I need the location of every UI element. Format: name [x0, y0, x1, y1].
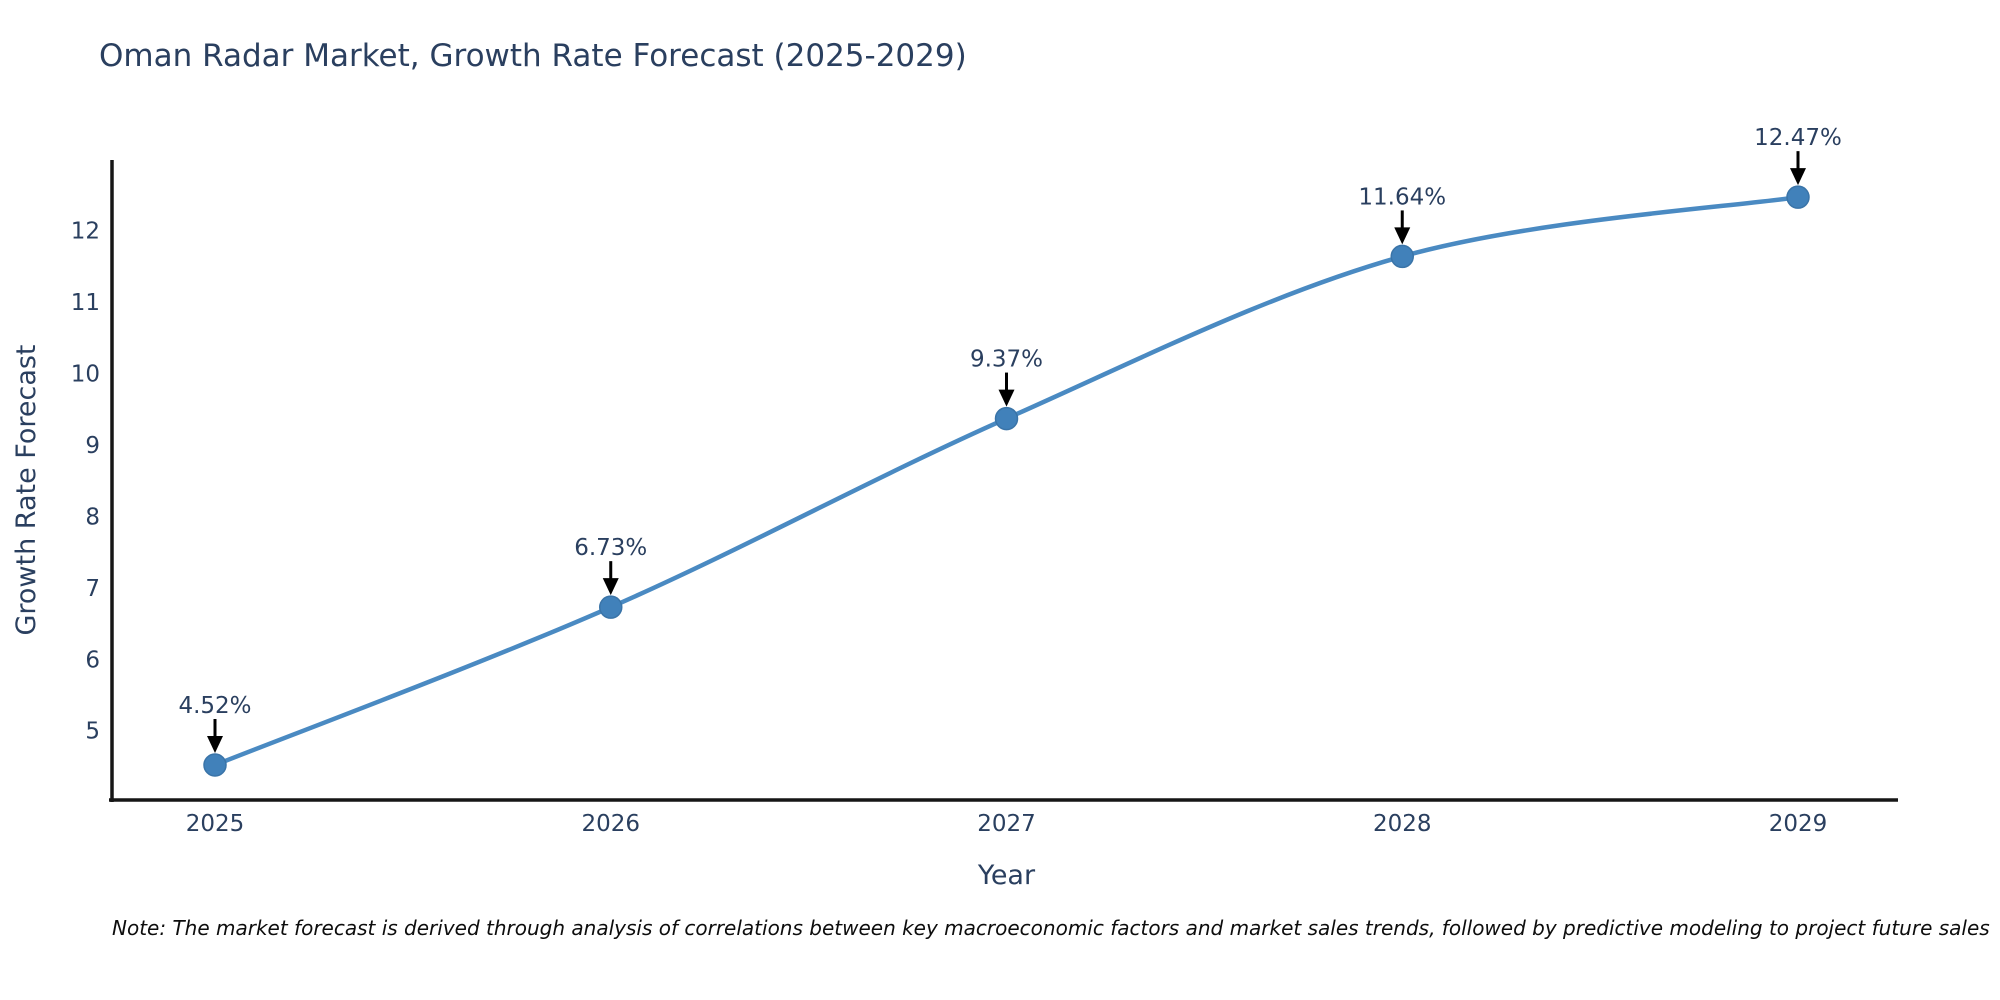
annotation-arrow-head [1790, 168, 1806, 186]
annotation-arrow-head [998, 389, 1015, 407]
x-tick-label: 2029 [1769, 811, 1828, 837]
y-tick-label: 8 [85, 504, 100, 530]
y-tick-label: 11 [71, 290, 100, 316]
forecast-line [212, 194, 1801, 768]
point-value-label: 4.52% [178, 693, 251, 719]
point-value-label: 11.64% [1358, 184, 1446, 210]
data-point-marker[interactable] [1390, 244, 1414, 269]
y-tick-label: 12 [71, 219, 100, 245]
data-point-marker[interactable] [599, 595, 623, 619]
y-tick-label: 7 [85, 576, 100, 602]
x-tick-label: 2025 [186, 811, 245, 837]
data-point-marker[interactable] [1786, 185, 1810, 209]
annotation-arrow-head [1394, 227, 1411, 245]
y-axis-title: Growth Rate Forecast [11, 344, 42, 635]
point-value-label: 9.37% [970, 347, 1043, 373]
x-tick-label: 2026 [581, 811, 640, 837]
data-point-marker[interactable] [203, 753, 227, 777]
x-tick-label: 2027 [977, 811, 1036, 837]
annotation-arrow-head [602, 578, 619, 596]
point-value-label: 12.47% [1754, 125, 1842, 151]
chart-title: Oman Radar Market, Growth Rate Forecast … [99, 38, 967, 74]
footnote-text: Note: The market forecast is derived thr… [112, 916, 1990, 940]
x-axis-title: Year [977, 860, 1036, 891]
y-tick-label: 9 [85, 433, 100, 459]
annotation-arrow-head [207, 736, 223, 753]
y-tick-label: 5 [85, 719, 100, 745]
x-tick-label: 2028 [1373, 811, 1432, 837]
y-tick-label: 6 [85, 647, 100, 673]
point-value-label: 6.73% [574, 535, 647, 561]
data-point-marker[interactable] [994, 406, 1019, 431]
y-tick-label: 10 [71, 362, 100, 388]
